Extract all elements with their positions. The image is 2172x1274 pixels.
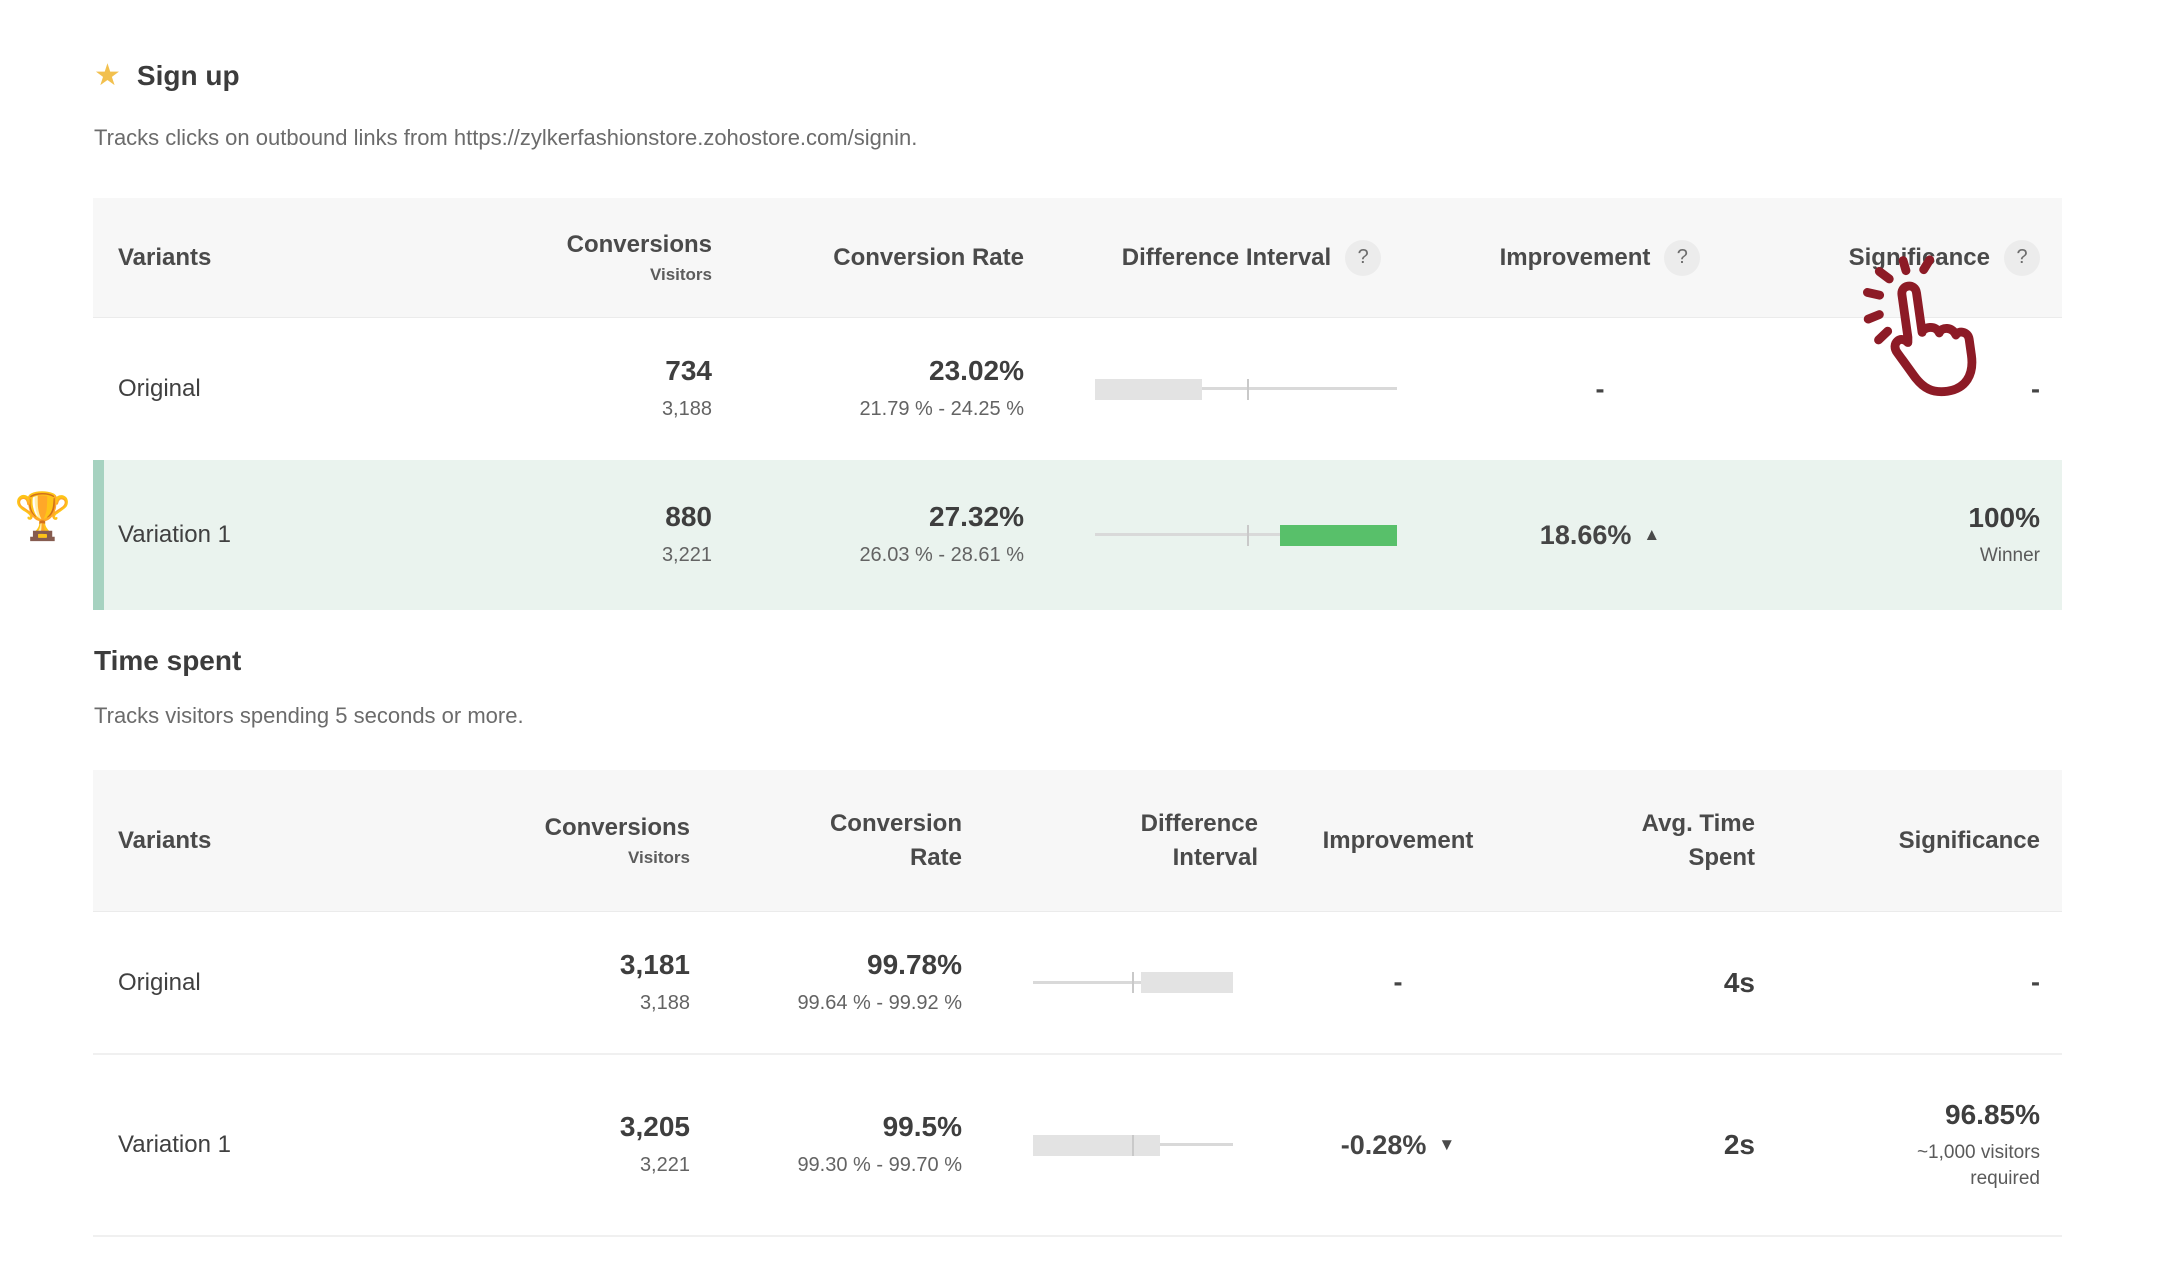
signup-table-header-row: Variants Conversions Visitors Conversion…: [93, 198, 2062, 318]
variant-name: Variation 1: [118, 1131, 231, 1158]
interval-zero-tick: [1132, 972, 1134, 993]
difference-interval-chart: [1095, 378, 1397, 400]
star-icon: ★: [94, 59, 121, 92]
conversion-rate-value: 99.78%: [867, 948, 962, 980]
interval-axis-line: [1095, 387, 1397, 390]
pointing-hand-icon: [1890, 281, 1977, 397]
goal-description-signup: Tracks clicks on outbound links from htt…: [94, 125, 918, 150]
col-header-significance-label: Significance: [1848, 243, 1990, 271]
goal-title-signup: Sign up: [136, 60, 240, 91]
col-header-conversions-label: Conversions: [566, 230, 712, 258]
difference-interval-chart: [1033, 1134, 1233, 1156]
conversion-rate-interval: 99.30 % - 99.70 %: [797, 1154, 962, 1176]
improvement-value: 18.66% ▲: [1540, 520, 1660, 551]
improvement-down-icon: ▼: [1438, 1135, 1456, 1154]
improvement-up-icon: ▲: [1643, 525, 1661, 544]
conversions-value: 734: [665, 355, 712, 386]
col-header-variants: Variants: [118, 243, 212, 271]
col-header-conversions-label: Conversions: [544, 813, 690, 841]
variant-name: Variation 1: [118, 521, 231, 548]
col-header-conversions: Conversions Visitors: [438, 231, 712, 285]
interval-zero-tick: [1132, 1134, 1134, 1156]
conversions-value: 3,205: [619, 1111, 690, 1142]
variant-name: Original: [118, 375, 201, 402]
improvement-value: -: [1595, 373, 1605, 404]
col-header-improvement-label: Improvement: [1499, 243, 1651, 271]
interval-bar: [1141, 972, 1233, 993]
col-header-improvement: Improvement: [1322, 826, 1474, 854]
significance-value: -: [2031, 373, 2040, 404]
help-icon[interactable]: ?: [2004, 239, 2040, 276]
difference-interval-chart: [1095, 524, 1397, 546]
col-header-conversions: Conversions Visitors: [438, 814, 690, 868]
conversions-value: 880: [665, 501, 712, 532]
improvement-value: -: [1393, 967, 1403, 997]
col-header-difference-interval: Difference Interval: [1140, 809, 1258, 871]
click-hand-cursor: [1862, 255, 1977, 397]
improvement-number: -0.28%: [1340, 1129, 1427, 1160]
visitors-value: 3,188: [639, 991, 690, 1014]
interval-bar-positive: [1280, 524, 1397, 546]
signup-results-table: Variants Conversions Visitors Conversion…: [93, 198, 2062, 610]
col-header-difference-interval: Difference Interval ?: [1095, 239, 1397, 276]
col-header-visitors-label: Visitors: [627, 847, 690, 867]
avg-time-spent-value: 4s: [1723, 966, 1755, 998]
visitors-value: 3,188: [661, 398, 712, 420]
interval-zero-tick: [1246, 524, 1249, 546]
table-row-variation-1-winner: Variation 1 880 3,221 27.32% 26.03 % - 2…: [93, 460, 2062, 610]
interval-axis-line: [1095, 533, 1397, 536]
difference-interval-chart: [1033, 972, 1233, 993]
col-header-improvement: Improvement ?: [1450, 239, 1750, 276]
col-header-significance: Significance ?: [1750, 239, 2040, 276]
col-header-avg-time-spent: Avg. Time Spent: [1641, 809, 1755, 871]
conversion-rate-interval: 26.03 % - 28.61 %: [859, 544, 1024, 566]
improvement-value: -0.28% ▼: [1341, 1130, 1455, 1161]
interval-zero-tick: [1246, 378, 1249, 400]
variant-name: Original: [118, 968, 201, 996]
col-header-significance: Significance: [1898, 826, 2040, 854]
goal-signup-header: ★ Sign up: [94, 60, 240, 92]
conversion-rate-interval: 99.64 % - 99.92 %: [797, 991, 962, 1014]
winner-label: Winner: [1979, 545, 2040, 566]
conversion-rate-interval: 21.79 % - 24.25 %: [859, 398, 1024, 420]
table-row-original: Original 3,181 3,188 99.78% 99.64 % - 99…: [93, 912, 2062, 1055]
col-header-difference-interval-label: Difference Interval: [1121, 243, 1332, 271]
table-row-original: Original 734 3,188 23.02% 21.79 % - 24.2…: [93, 318, 2062, 460]
conversions-value: 3,181: [619, 948, 690, 980]
help-icon[interactable]: ?: [1664, 239, 1701, 276]
interval-bar: [1033, 1134, 1160, 1156]
significance-value: 100%: [1968, 502, 2040, 533]
help-icon[interactable]: ?: [1345, 239, 1382, 276]
goal-timespent-header: Time spent: [94, 645, 241, 677]
significance-note: ~1,000 visitors required: [1916, 1142, 2040, 1189]
goal-title-timespent: Time spent: [94, 645, 242, 676]
improvement-number: 18.66%: [1539, 519, 1632, 550]
table-row-variation-1: Variation 1 3,205 3,221 99.5% 99.30 % - …: [93, 1055, 2062, 1237]
conversion-rate-value: 27.32%: [929, 501, 1024, 532]
click-rays-icon: [1862, 255, 1935, 345]
col-header-conversion-rate: Conversion Rate: [829, 809, 962, 871]
significance-value: -: [2031, 967, 2040, 997]
col-header-visitors-label: Visitors: [649, 264, 712, 284]
timespent-table-header-row: Variants Conversions Visitors Conversion…: [93, 770, 2062, 912]
conversion-rate-value: 23.02%: [929, 355, 1024, 386]
interval-bar: [1095, 378, 1202, 400]
significance-value: 96.85%: [1945, 1099, 2040, 1130]
trophy-icon: 🏆: [14, 490, 72, 542]
col-header-conversion-rate: Conversion Rate: [833, 243, 1024, 271]
visitors-value: 3,221: [661, 544, 712, 566]
timespent-results-table: Variants Conversions Visitors Conversion…: [93, 770, 2062, 1237]
col-header-variants: Variants: [118, 826, 212, 854]
goal-description-timespent: Tracks visitors spending 5 seconds or mo…: [94, 703, 524, 728]
conversion-rate-value: 99.5%: [882, 1111, 962, 1142]
avg-time-spent-value: 2s: [1723, 1129, 1755, 1160]
visitors-value: 3,221: [639, 1154, 690, 1176]
